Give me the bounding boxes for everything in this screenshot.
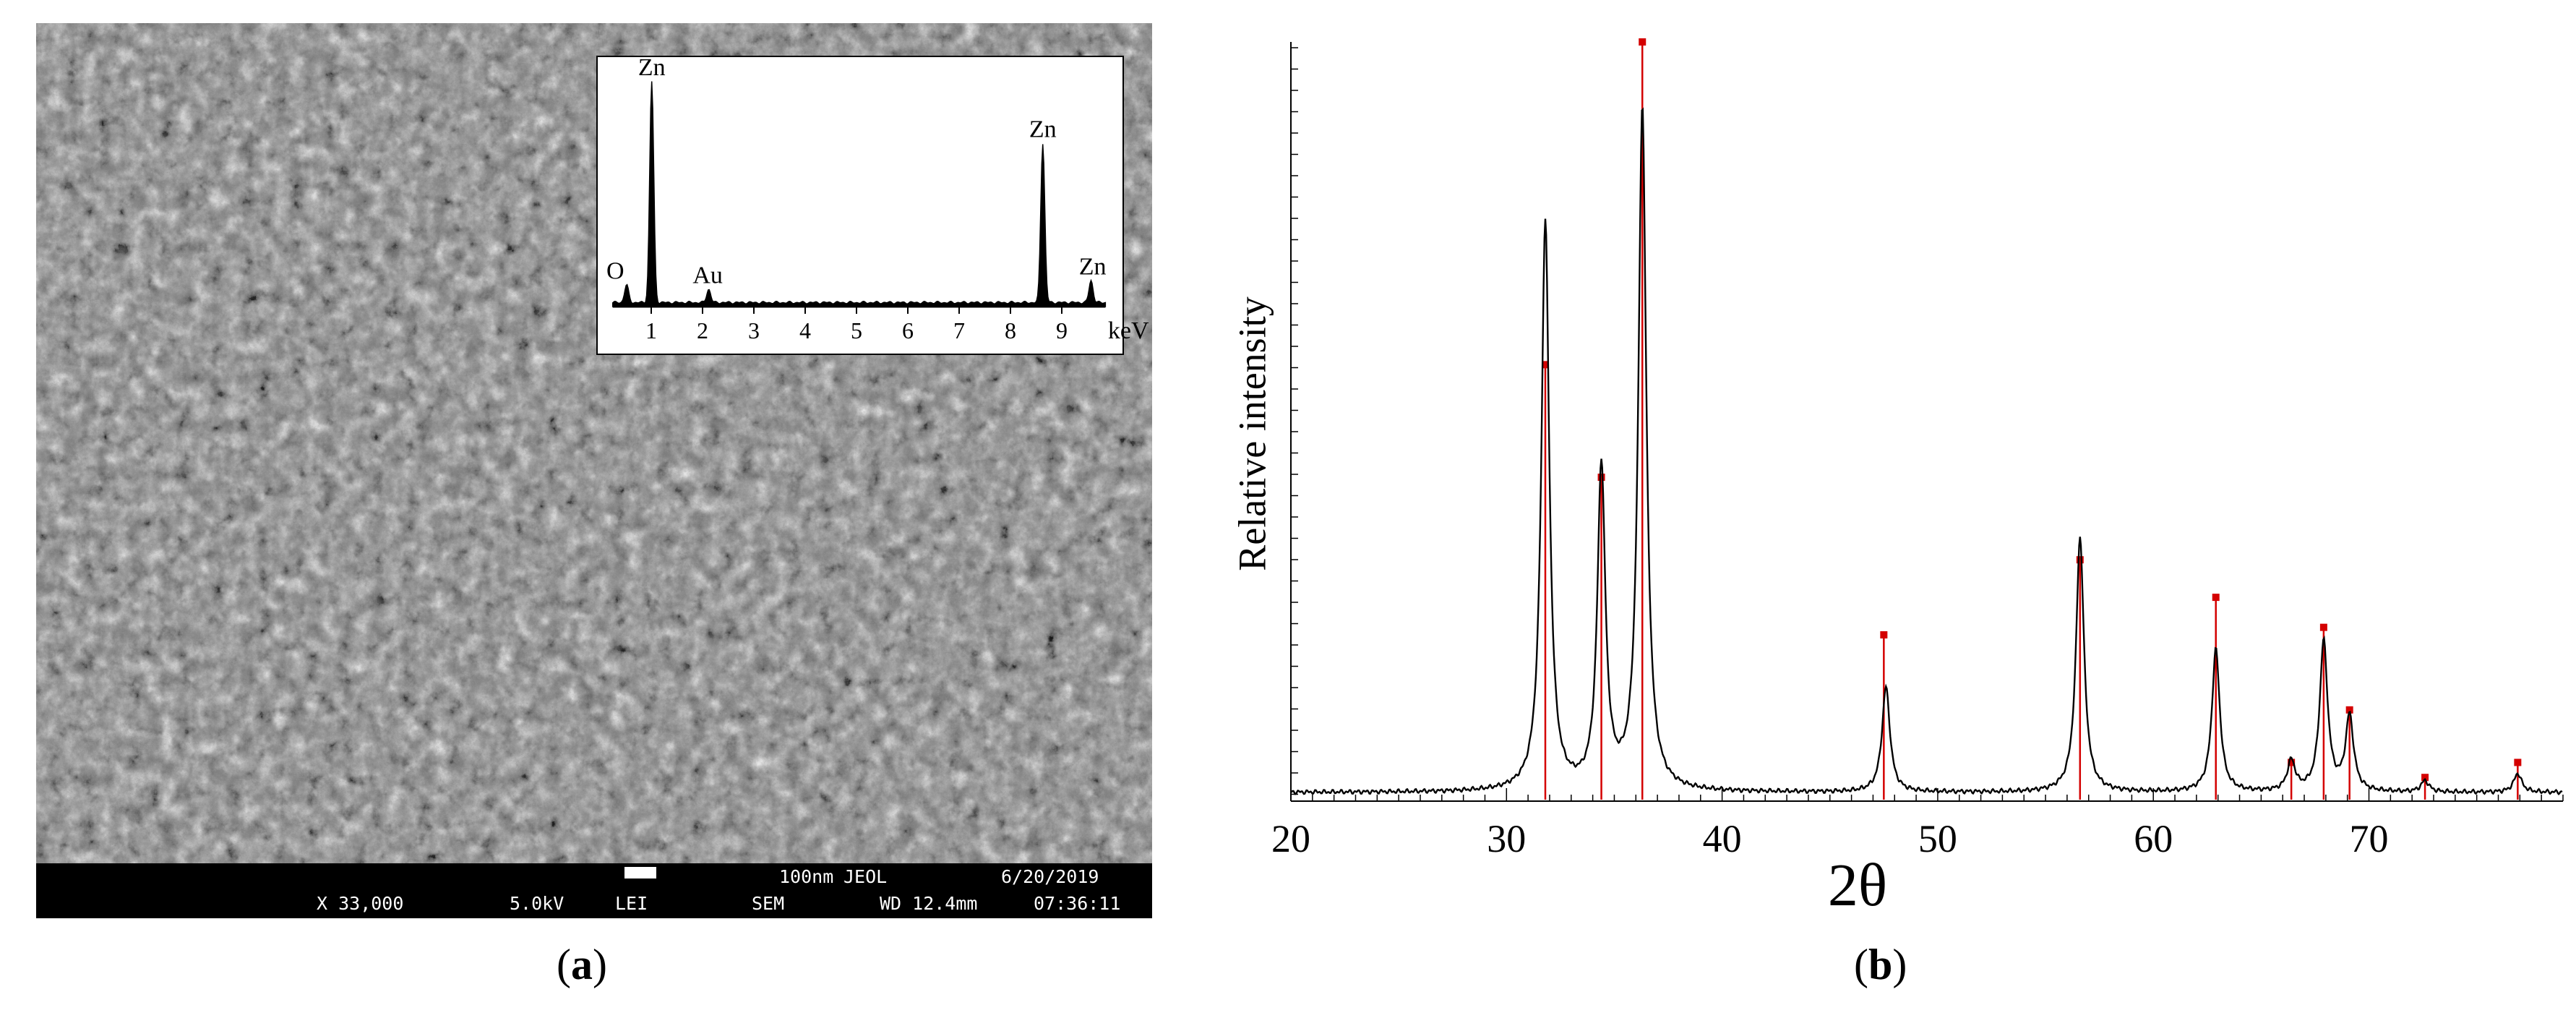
sem-date: 6/20/2019 (1001, 866, 1099, 887)
eds-x-tick-label: 7 (953, 317, 965, 343)
eds-x-tick-label: 5 (851, 317, 862, 343)
xrd-y-ticks (1291, 47, 1298, 795)
xrd-reference-marker (1542, 361, 1549, 369)
xrd-reference-marker (1639, 38, 1647, 46)
xrd-reference-marker (2514, 758, 2522, 766)
xrd-reference-marker (2212, 594, 2220, 602)
sem-info-bar: 100nm JEOL 6/20/2019 X 33,000 5.0kV LEI … (36, 863, 1152, 918)
eds-peak-label: Zn (638, 54, 666, 81)
panel-label-a: (a) (557, 941, 607, 988)
xrd-x-tick-label: 70 (2350, 817, 2389, 860)
xrd-reference-marker (2345, 706, 2353, 714)
eds-spectrum-trace (612, 81, 1107, 307)
sem-voltage: 5.0kV (510, 893, 564, 914)
eds-peak-label: Zn (1079, 253, 1107, 280)
eds-x-tick-label: 9 (1056, 317, 1068, 343)
sem-time: 07:36:11 (1034, 893, 1120, 914)
xrd-reference-lines (1542, 38, 2522, 800)
xrd-x-tick-label: 50 (1918, 817, 1957, 860)
eds-peak-labels: Zn O Au Zn Zn (606, 54, 1106, 289)
eds-peak-label: Au (692, 262, 723, 289)
eds-x-tick-label: 6 (902, 317, 914, 343)
eds-x-tick-label: 8 (1005, 317, 1016, 343)
sem-mode: SEM (752, 893, 784, 914)
sem-scale-text: 100nm (779, 866, 833, 887)
sem-working-distance: WD 12.4mm (880, 893, 977, 914)
xrd-reference-marker (2076, 556, 2084, 564)
sem-brand: JEOL (843, 866, 887, 887)
eds-spectrum-inset: 1 2 3 4 5 6 7 8 9 Zn O Au Zn Zn keV (596, 54, 1149, 355)
xrd-x-tick-label: 60 (2134, 817, 2173, 860)
xrd-x-axis-label: 2θ (1828, 852, 1887, 919)
xrd-x-tick-label: 40 (1703, 817, 1742, 860)
xrd-reference-marker (2319, 623, 2327, 631)
xrd-measured-trace (1290, 107, 2563, 796)
xrd-chart: 20 30 40 50 60 70 Relative intensity 2θ (1230, 38, 2564, 919)
eds-x-tick-label: 2 (697, 317, 708, 343)
xrd-reference-marker (2421, 774, 2429, 782)
xrd-x-tick-label: 20 (1271, 817, 1310, 860)
eds-x-tick-label: 1 (645, 317, 657, 343)
sem-detector: LEI (615, 893, 648, 914)
xrd-reference-marker (1880, 631, 1888, 639)
sem-magnification: X 33,000 (317, 893, 403, 914)
eds-x-axis-label: keV (1108, 317, 1149, 344)
eds-peak-label: Zn (1029, 116, 1057, 143)
sem-scale-bar (624, 867, 656, 878)
xrd-x-tick-label: 30 (1487, 817, 1526, 860)
eds-x-tick-label: 3 (748, 317, 760, 343)
eds-x-ticks: 1 2 3 4 5 6 7 8 9 (645, 307, 1068, 343)
eds-x-tick-label: 4 (799, 317, 811, 343)
xrd-reference-marker (1597, 474, 1605, 482)
xrd-reference-marker (2288, 758, 2296, 766)
panel-label-b: (b) (1854, 941, 1907, 988)
xrd-y-axis-label: Relative intensity (1230, 296, 1274, 570)
eds-peak-label: O (606, 258, 624, 285)
xrd-x-ticks: 20 30 40 50 60 70 (1271, 788, 2564, 860)
